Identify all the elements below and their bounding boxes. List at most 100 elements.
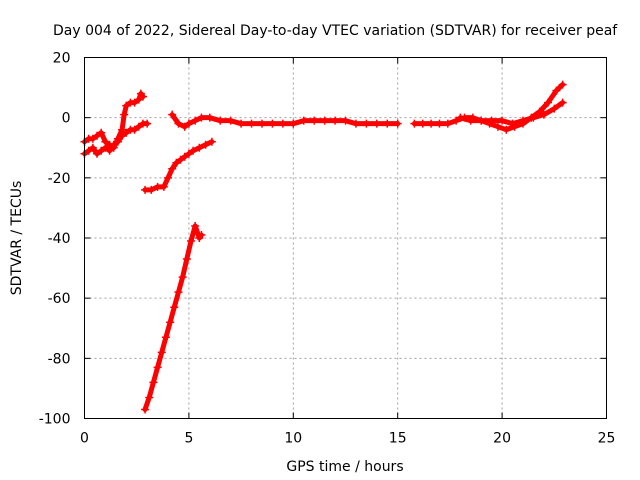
data-point [191, 221, 200, 230]
data-point [452, 116, 461, 125]
data-point [331, 116, 340, 125]
data-point [201, 140, 210, 149]
data-point [143, 119, 152, 128]
data-point [130, 98, 139, 107]
data-point [134, 95, 143, 104]
data-point [247, 119, 256, 128]
data-point [299, 116, 308, 125]
data-point [477, 116, 486, 125]
data-point [149, 378, 158, 387]
data-point [97, 146, 106, 155]
grid-layer [84, 57, 607, 419]
data-point [122, 101, 131, 110]
data-point [550, 104, 559, 113]
data-point [97, 128, 106, 137]
data-point [207, 137, 216, 146]
data-point [93, 131, 102, 140]
x-tick-label: 25 [598, 431, 616, 447]
y-axis-title: SDTVAR / TECUs [9, 181, 25, 296]
data-point [184, 149, 193, 158]
data-point [120, 110, 129, 119]
data-point [362, 119, 371, 128]
data-point [134, 122, 143, 131]
data-point [341, 116, 350, 125]
data-point [88, 143, 97, 152]
data-point [278, 119, 287, 128]
data-point [118, 131, 127, 140]
data-point [257, 119, 266, 128]
data-point [383, 119, 392, 128]
data-point [105, 146, 114, 155]
data-point [159, 182, 168, 191]
data-point [93, 149, 102, 158]
data-point [145, 393, 154, 402]
data-point [410, 119, 419, 128]
data-point [289, 119, 298, 128]
data-point [427, 119, 436, 128]
data-point [466, 116, 475, 125]
data-point [170, 303, 179, 312]
x-tick-label: 20 [493, 431, 511, 447]
data-point [84, 146, 93, 155]
series-late-trace [410, 80, 567, 134]
y-tick-label: -20 [48, 171, 71, 187]
x-axis-title: GPS time / hours [286, 459, 403, 475]
data-point [372, 119, 381, 128]
data-point [544, 98, 553, 107]
data-point [498, 116, 507, 125]
data-point [226, 116, 235, 125]
data-point [216, 116, 225, 125]
data-point [558, 98, 567, 107]
data-point [351, 119, 360, 128]
data-marks [80, 80, 567, 414]
data-point [176, 155, 185, 164]
series-trace [169, 112, 401, 130]
data-point [518, 116, 527, 125]
data-point [508, 119, 517, 128]
data-point [113, 137, 122, 146]
tick-layer: 0 5 10 15 20 25 -100 -80 -60 -40 -20 0 20 [39, 51, 616, 447]
data-point [237, 119, 246, 128]
data-point [529, 113, 538, 122]
series-trace [142, 139, 215, 193]
data-point [487, 116, 496, 125]
y-tick-label: -40 [48, 231, 71, 247]
data-point [178, 273, 187, 282]
data-point [205, 113, 214, 122]
data-point [558, 80, 567, 89]
data-point [186, 237, 195, 246]
data-point [493, 122, 502, 131]
data-point [502, 125, 511, 134]
data-point [172, 158, 181, 167]
data-point [180, 122, 189, 131]
y-tick-label: 20 [53, 51, 71, 67]
data-point [552, 86, 561, 95]
data-point [191, 116, 200, 125]
data-point [310, 116, 319, 125]
data-point [443, 119, 452, 128]
data-point [195, 143, 204, 152]
data-point [101, 143, 110, 152]
y-tick-label: -100 [39, 412, 71, 428]
data-point [161, 333, 170, 342]
data-point [197, 113, 206, 122]
x-tick-label: 10 [284, 431, 302, 447]
data-point [174, 119, 183, 128]
data-point [180, 152, 189, 161]
data-point [122, 128, 131, 137]
y-tick-label: -80 [48, 351, 71, 367]
data-point [393, 119, 402, 128]
x-tick-label: 5 [184, 431, 193, 447]
data-point [435, 119, 444, 128]
series-late-trace-lower [456, 98, 567, 128]
data-point [168, 110, 177, 119]
x-tick-label: 0 [80, 431, 89, 447]
data-point [268, 119, 277, 128]
data-point [320, 116, 329, 125]
data-point [147, 185, 156, 194]
data-point [168, 164, 177, 173]
data-point [153, 363, 162, 372]
data-point [166, 318, 175, 327]
series-main-trace [168, 110, 402, 131]
